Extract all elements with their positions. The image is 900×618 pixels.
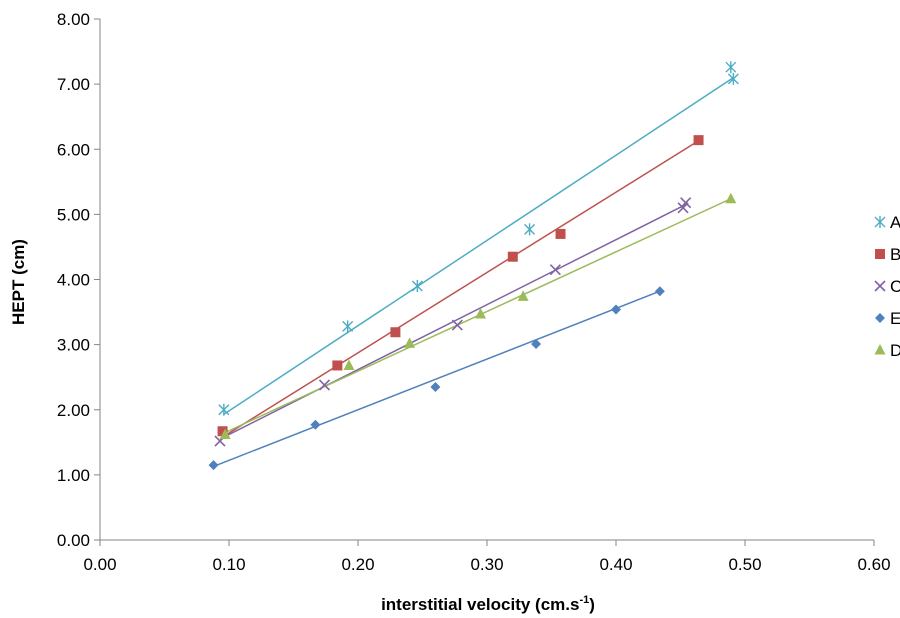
- y-tick-label: 4.00: [57, 271, 90, 290]
- legend-marker-d: [874, 344, 886, 355]
- point-series-a: [725, 61, 737, 74]
- y-tick-labels: 0.00 1.00 2.00 3.00 4.00 5.00 6.00 7.00 8.00: [57, 10, 90, 550]
- x-tick-label: 0.30: [470, 555, 503, 574]
- legend-label-b: B: [890, 245, 900, 264]
- legend-marker-c: [874, 280, 886, 292]
- point-series-e: [430, 381, 441, 392]
- point-series-e: [310, 419, 321, 430]
- point-series-d: [725, 192, 737, 204]
- point-series-e: [611, 304, 621, 315]
- point-series-c: [680, 197, 692, 209]
- x-axis-title-main: interstitial velocity (cm.s: [381, 595, 579, 614]
- trend-lines: [213, 76, 734, 468]
- y-tick-label: 8.00: [57, 10, 90, 29]
- point-series-d: [475, 308, 487, 319]
- x-tick-label: 0.20: [341, 555, 374, 574]
- legend-label-c: C: [890, 277, 900, 296]
- point-series-b: [217, 426, 228, 437]
- axes: [94, 18, 875, 546]
- y-tick-label: 6.00: [57, 140, 90, 159]
- point-series-b: [555, 228, 566, 239]
- point-series-c: [549, 264, 561, 276]
- point-series-a: [411, 280, 423, 293]
- legend-label-d: D: [890, 341, 900, 360]
- legend-marker-b: [875, 249, 885, 259]
- point-series-d: [343, 359, 355, 370]
- y-tick-label: 7.00: [57, 75, 90, 94]
- legend-label-e: E: [890, 309, 900, 328]
- y-tick-label: 1.00: [57, 466, 90, 485]
- point-series-e: [531, 338, 542, 349]
- trendline-series-c: [219, 203, 686, 440]
- point-series-b: [332, 360, 343, 371]
- x-tick-label: 0.40: [599, 555, 632, 574]
- x-tick-label: 0.50: [728, 555, 761, 574]
- point-series-a: [727, 72, 739, 85]
- point-series-e: [208, 460, 219, 471]
- trendline-series-e: [213, 290, 661, 468]
- point-series-c: [451, 319, 463, 331]
- point-series-b: [390, 327, 401, 338]
- y-axis-title: HEPT (cm): [9, 239, 28, 325]
- y-tick-label: 5.00: [57, 205, 90, 224]
- point-series-a: [524, 223, 536, 236]
- trendline-series-b: [222, 140, 699, 438]
- x-axis-title: interstitial velocity (cm.s-1): [381, 594, 595, 614]
- point-series-d: [219, 428, 231, 439]
- point-series-c: [318, 379, 331, 391]
- y-tick-label: 0.00: [57, 531, 90, 550]
- point-series-b: [507, 251, 518, 262]
- x-axis-title-close: ): [589, 595, 595, 614]
- point-series-d: [404, 337, 416, 348]
- y-tick-label: 2.00: [57, 401, 90, 420]
- data-points: [208, 61, 739, 471]
- trendline-series-a: [223, 76, 734, 415]
- point-series-b: [693, 135, 704, 146]
- x-tick-label: 0.60: [857, 555, 890, 574]
- x-axis-title-sup: -1: [579, 594, 589, 606]
- x-tick-label: 0.00: [83, 555, 116, 574]
- point-series-d: [517, 290, 529, 301]
- point-series-a: [342, 320, 354, 333]
- point-series-a: [218, 403, 230, 416]
- legend-marker-a: [874, 216, 886, 228]
- legend-label-a: A: [890, 213, 900, 232]
- x-tick-label: 0.10: [212, 555, 245, 574]
- y-tick-label: 3.00: [57, 336, 90, 355]
- point-series-e: [654, 286, 665, 297]
- x-tick-labels: 0.00 0.10 0.20 0.30 0.40 0.50 0.60: [83, 555, 890, 574]
- legend-marker-e: [875, 313, 885, 323]
